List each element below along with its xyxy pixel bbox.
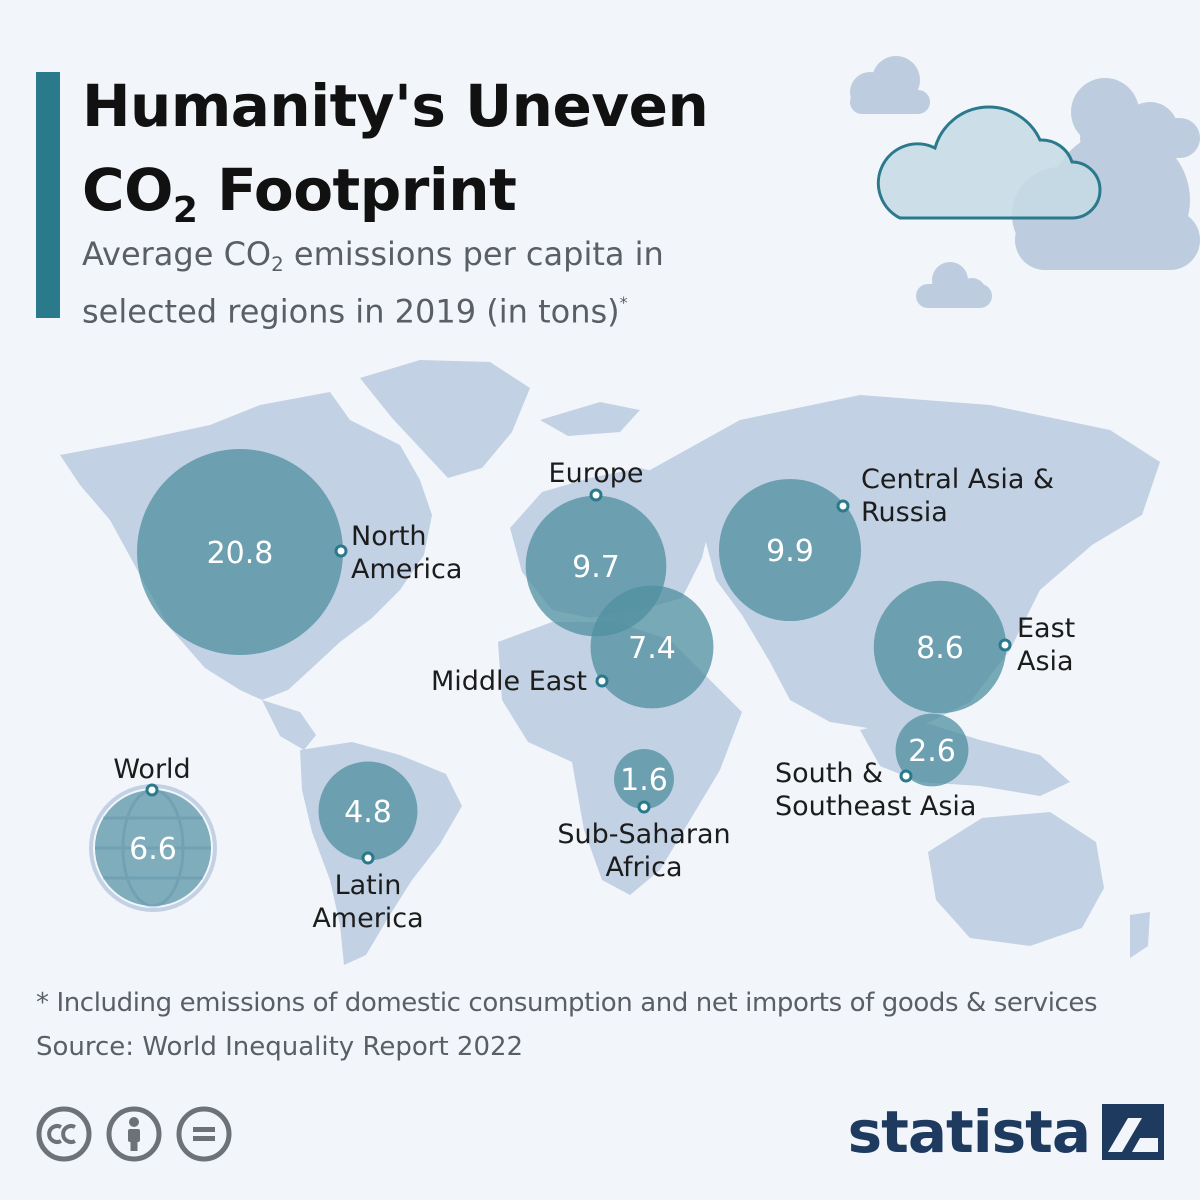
region-label-europe: Europe bbox=[549, 458, 644, 489]
license-icons bbox=[36, 1106, 232, 1162]
marker-dot-middle-east bbox=[595, 674, 609, 688]
value-label-south-southeast-asia: 2.6 bbox=[908, 734, 956, 769]
no-derivatives-icon[interactable] bbox=[176, 1106, 232, 1162]
region-label-sub-saharan-africa: Sub-Saharan Africa bbox=[557, 819, 730, 883]
region-label-north-america: North America bbox=[351, 521, 462, 585]
value-label-europe: 9.7 bbox=[572, 550, 620, 585]
marker-dot-central-asia-russia bbox=[836, 499, 850, 513]
landmass-australia bbox=[928, 812, 1104, 946]
landmass-central-america bbox=[262, 700, 316, 750]
value-label-east-asia: 8.6 bbox=[916, 631, 964, 666]
title-line-2: CO2 Footprint bbox=[82, 156, 517, 231]
value-label-middle-east: 7.4 bbox=[628, 631, 676, 666]
bubble-middle-east bbox=[590, 585, 714, 709]
marker-dot-europe bbox=[589, 488, 603, 502]
region-label-south-southeast-asia: South & Southeast Asia bbox=[775, 758, 976, 822]
region-label-central-asia-russia: Central Asia & Russia bbox=[861, 464, 1054, 528]
footnote: * Including emissions of domestic consum… bbox=[36, 988, 1098, 1018]
region-label-latin-america: Latin America bbox=[312, 870, 423, 934]
marker-dot-sub-saharan-africa bbox=[637, 800, 651, 814]
landmass-arctic-islands bbox=[540, 402, 640, 436]
marker-dot-latin-america bbox=[361, 851, 375, 865]
marker-dot-world bbox=[145, 783, 159, 797]
bubble-world bbox=[94, 789, 212, 907]
value-label-north-america: 20.8 bbox=[207, 536, 274, 571]
value-label-sub-saharan-africa: 1.6 bbox=[620, 763, 668, 798]
value-label-central-asia-russia: 9.9 bbox=[766, 534, 814, 569]
value-label-world: 6.6 bbox=[129, 832, 177, 867]
region-label-world: World bbox=[113, 754, 190, 785]
bubble-layer bbox=[94, 449, 1007, 907]
accent-bar bbox=[36, 72, 60, 318]
marker-dot-south-southeast-asia bbox=[899, 769, 913, 783]
landmass-greenland bbox=[360, 360, 530, 478]
cc-icon[interactable] bbox=[36, 1106, 92, 1162]
marker-dot-east-asia bbox=[998, 638, 1012, 652]
bubble-sub-saharan-africa bbox=[614, 749, 674, 809]
bubble-south-southeast-asia bbox=[895, 713, 969, 787]
region-label-middle-east: Middle East bbox=[431, 666, 587, 697]
statista-brand[interactable]: statista bbox=[848, 1098, 1164, 1166]
bubble-east-asia bbox=[873, 580, 1007, 714]
bubble-central-asia-russia bbox=[718, 478, 862, 622]
marker-dot-north-america bbox=[334, 544, 348, 558]
clouds-decoration bbox=[850, 56, 1200, 308]
value-label-latin-america: 4.8 bbox=[344, 795, 392, 830]
landmass-new-zealand bbox=[1130, 912, 1150, 958]
chart-subtitle: Average CO2 emissions per capita in sele… bbox=[82, 235, 664, 331]
statista-logo-icon bbox=[1102, 1104, 1164, 1160]
landmass-asia bbox=[650, 395, 1160, 730]
title-line-1: Humanity's Uneven bbox=[82, 72, 709, 140]
attribution-icon[interactable] bbox=[106, 1106, 162, 1162]
bubble-north-america bbox=[137, 449, 343, 655]
source-note: Source: World Inequality Report 2022 bbox=[36, 1032, 524, 1062]
label-layer: 20.8 North America 9.7 Europe 9.9 Central Asia… bbox=[113, 458, 1075, 934]
region-label-east-asia: East Asia bbox=[1017, 613, 1075, 677]
chart-title: Humanity's Uneven CO2 Footprint bbox=[82, 64, 709, 241]
bubble-latin-america bbox=[318, 761, 418, 861]
brand-name: statista bbox=[847, 1098, 1091, 1166]
